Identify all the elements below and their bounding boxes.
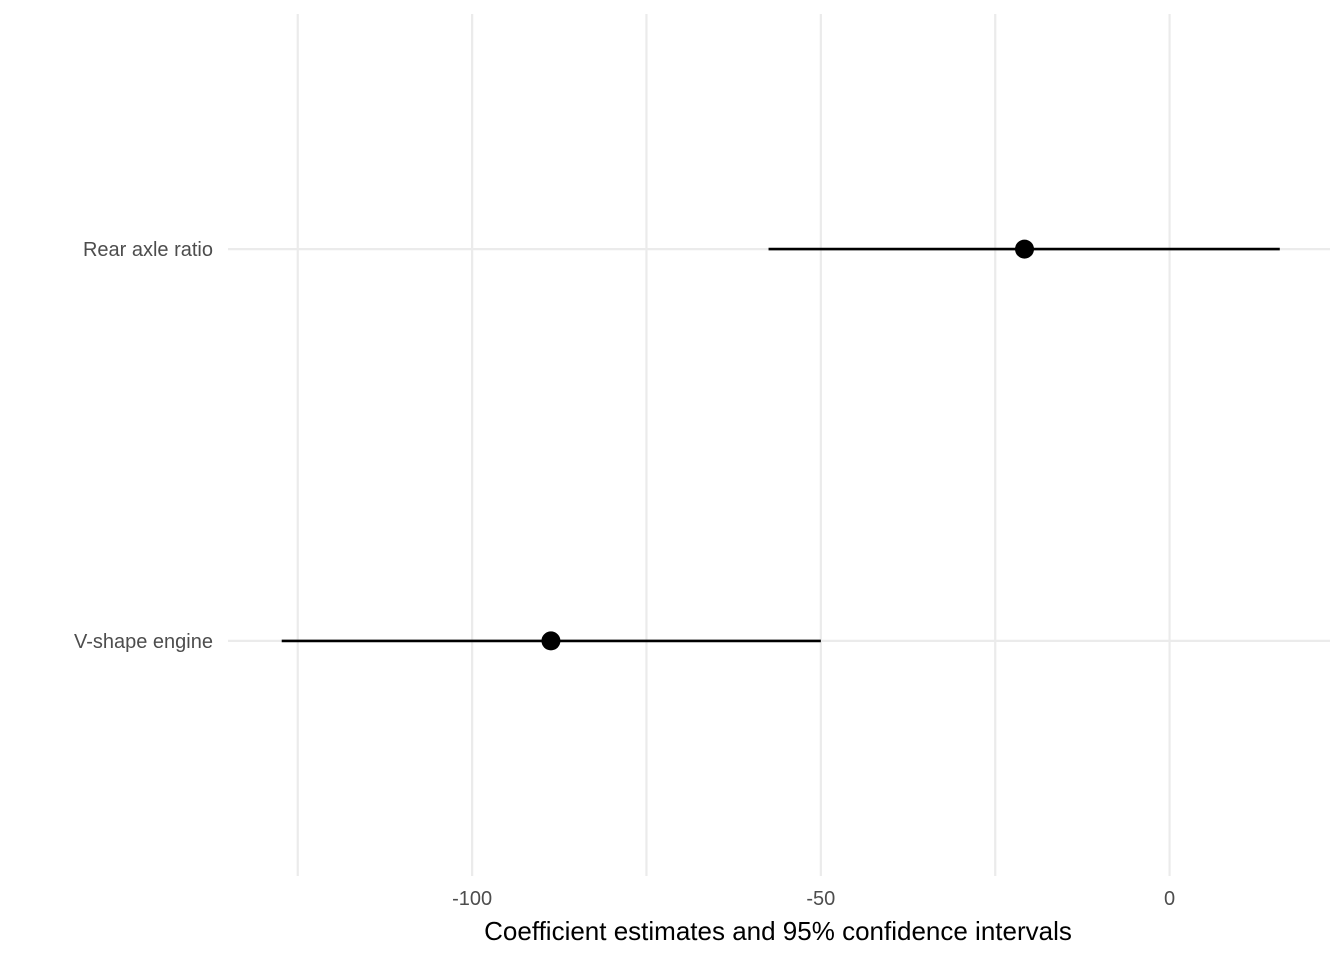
y-tick-label: V-shape engine	[74, 631, 213, 653]
y-tick-label: Rear axle ratio	[83, 239, 213, 261]
y-tick-labels: Rear axle ratio V-shape engine	[74, 239, 213, 653]
x-tick-label: -50	[806, 888, 835, 910]
x-tick-label: 0	[1164, 888, 1175, 910]
x-axis-title: Coefficient estimates and 95% confidence…	[484, 916, 1072, 946]
marks-layer	[281, 239, 1280, 651]
x-tick-label: -100	[452, 888, 492, 910]
estimate-point	[1015, 239, 1035, 259]
x-tick-labels: -100 -50 0	[452, 888, 1175, 910]
grid-layer	[228, 14, 1330, 876]
estimate-point	[541, 631, 561, 651]
